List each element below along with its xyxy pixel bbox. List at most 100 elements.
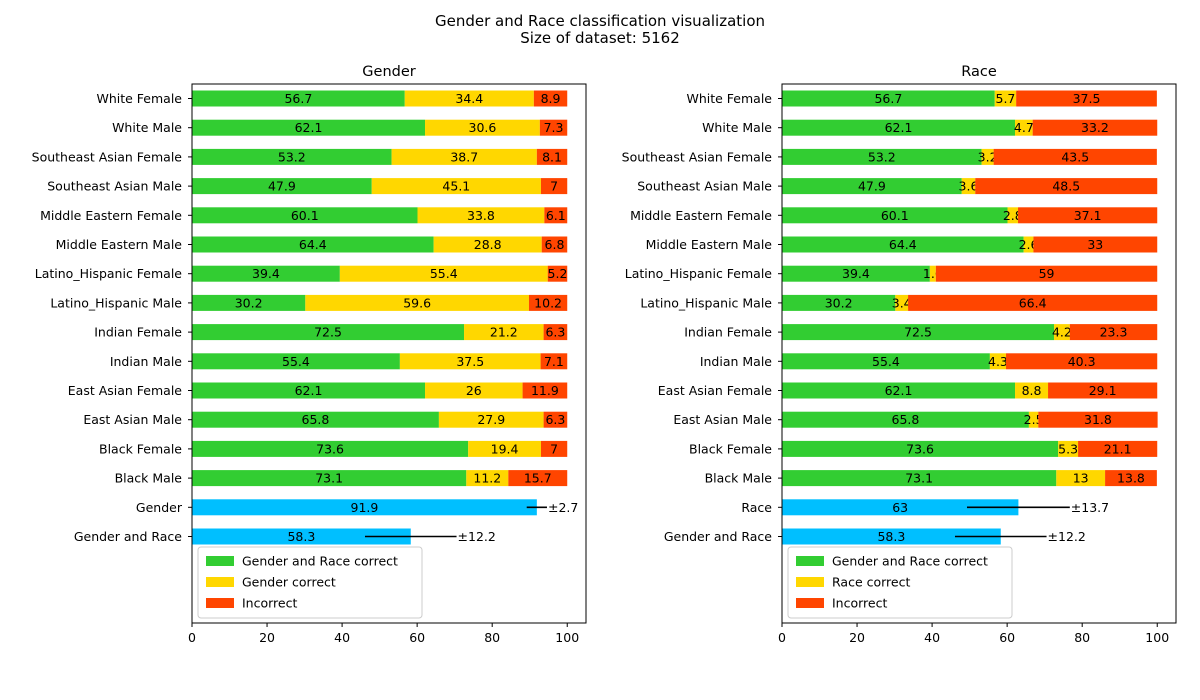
data-label: 62.1 [295, 383, 323, 398]
data-label: 11.9 [531, 383, 559, 398]
bar-segment-incorrect [508, 470, 568, 487]
legend-label-incorrect: Incorrect [242, 596, 297, 611]
data-label: 40.3 [1068, 354, 1096, 369]
chart-title: Gender [362, 64, 415, 80]
category-label-black-male: Black Male [705, 471, 773, 486]
bar-segment-gender-correct [371, 178, 541, 195]
bar-segment-incorrect [908, 294, 1158, 311]
data-label: 73.1 [315, 471, 343, 486]
x-tick-label: 60 [409, 630, 425, 645]
bar-segment-gender-and-race-correct [192, 440, 469, 457]
category-label-white-male: White Male [112, 120, 182, 135]
bar-segment-gender-correct [425, 119, 540, 136]
summary-value-label: 58.3 [287, 529, 315, 544]
category-label-indian-female: Indian Female [684, 325, 772, 340]
bar-segment-gender-correct [468, 440, 541, 457]
category-label-east-asian-male: East Asian Male [83, 412, 182, 427]
bar-segment-incorrect [1016, 90, 1157, 107]
bar-segment-race-correct [1015, 382, 1049, 399]
x-tick-label: 0 [188, 630, 196, 645]
data-label: 37.5 [456, 354, 484, 369]
data-label: 43.5 [1061, 149, 1089, 164]
data-label: 59 [1039, 266, 1055, 281]
bar-segment-race-correct [1054, 324, 1070, 341]
category-label-latino-hispanic-male: Latino_Hispanic Male [640, 295, 772, 310]
category-label-black-male: Black Male [115, 471, 183, 486]
bar-segment-gender-and-race-correct [192, 119, 426, 136]
bar-segment-race-correct [994, 90, 1017, 107]
data-label: 4.2 [1052, 325, 1072, 340]
category-label-middle-eastern-female: Middle Eastern Female [630, 208, 772, 223]
bar-segment-gender-correct [305, 294, 529, 311]
bar-segment-gender-and-race-correct [192, 90, 405, 107]
category-label-southeast-asian-male: Southeast Asian Male [47, 179, 182, 194]
data-label: 5.3 [1058, 441, 1078, 456]
summary-bar [192, 499, 537, 516]
category-label-indian-female: Indian Female [94, 325, 182, 340]
data-label: 37.1 [1074, 208, 1102, 223]
bar-segment-gender-correct [464, 324, 544, 341]
data-label: 21.2 [490, 325, 518, 340]
data-label: 56.7 [284, 91, 312, 106]
summary-label-gender-and-race: Gender and Race [74, 529, 182, 544]
data-label: 6.1 [546, 208, 566, 223]
data-label: 26 [466, 383, 482, 398]
data-label: 62.1 [295, 120, 323, 135]
data-label: 7.3 [544, 120, 564, 135]
data-label: 48.5 [1052, 179, 1080, 194]
bar-segment-gender-and-race-correct [782, 236, 1024, 253]
data-label: 7.1 [544, 354, 564, 369]
data-label: 73.6 [316, 441, 344, 456]
data-label: 6.3 [545, 412, 565, 427]
category-label-white-male: White Male [702, 120, 772, 135]
data-label: 39.4 [252, 266, 280, 281]
bar-segment-gender-correct [404, 90, 534, 107]
bar-segment-incorrect [1006, 353, 1158, 370]
legend-box [197, 546, 423, 619]
data-label: 65.8 [302, 412, 330, 427]
legend-swatch [206, 556, 234, 566]
data-label: 33 [1087, 237, 1103, 252]
bar-segment-incorrect [1048, 382, 1158, 399]
data-label: 65.8 [892, 412, 920, 427]
data-label: 7 [550, 179, 558, 194]
data-label: 38.7 [450, 149, 478, 164]
bar-segment-race-correct [1023, 236, 1034, 253]
data-label: 6.8 [545, 237, 565, 252]
bar-segment-incorrect [1033, 236, 1158, 253]
chart-title: Race [961, 64, 997, 80]
bar-segment-gender-and-race-correct [192, 470, 467, 487]
summary-bar [192, 528, 411, 545]
category-label-east-asian-male: East Asian Male [673, 412, 772, 427]
data-label: 27.9 [477, 412, 505, 427]
bar-segment-gender-and-race-correct [782, 265, 930, 282]
bar-segment-incorrect [533, 90, 568, 107]
x-tick-label: 20 [259, 630, 275, 645]
category-label-black-female: Black Female [689, 441, 772, 456]
legend-swatch [796, 598, 824, 608]
bar-segment-race-correct [981, 148, 994, 165]
bar-segment-gender-correct [399, 353, 541, 370]
x-tick-label: 100 [555, 630, 579, 645]
category-label-white-female: White Female [686, 91, 772, 106]
bar-segment-gender-and-race-correct [192, 382, 426, 399]
figure-subtitle: Size of dataset: 5162 [520, 29, 680, 47]
summary-value-label: 91.9 [351, 500, 379, 515]
figure-title: Gender and Race classification visualiza… [435, 12, 765, 30]
axes-frame [781, 83, 1177, 624]
bar-segment-gender-correct [433, 236, 542, 253]
data-label: 6.3 [545, 325, 565, 340]
data-label: 72.5 [314, 325, 342, 340]
bar-segment-gender-and-race-correct [782, 470, 1057, 487]
data-label: 64.4 [299, 237, 327, 252]
bar-segment-gender-and-race-correct [192, 207, 418, 224]
bar-segment-incorrect [539, 119, 568, 136]
data-label: 60.1 [291, 208, 319, 223]
data-label: 4.7 [1014, 120, 1034, 135]
bar-segment-gender-and-race-correct [192, 324, 465, 341]
data-label: 2.8 [1003, 208, 1023, 223]
bar-segment-gender-and-race-correct [192, 178, 372, 195]
data-label: 33.2 [1081, 120, 1109, 135]
bar-segment-incorrect [1032, 119, 1158, 136]
legend-label-race-correct: Race correct [832, 575, 910, 590]
